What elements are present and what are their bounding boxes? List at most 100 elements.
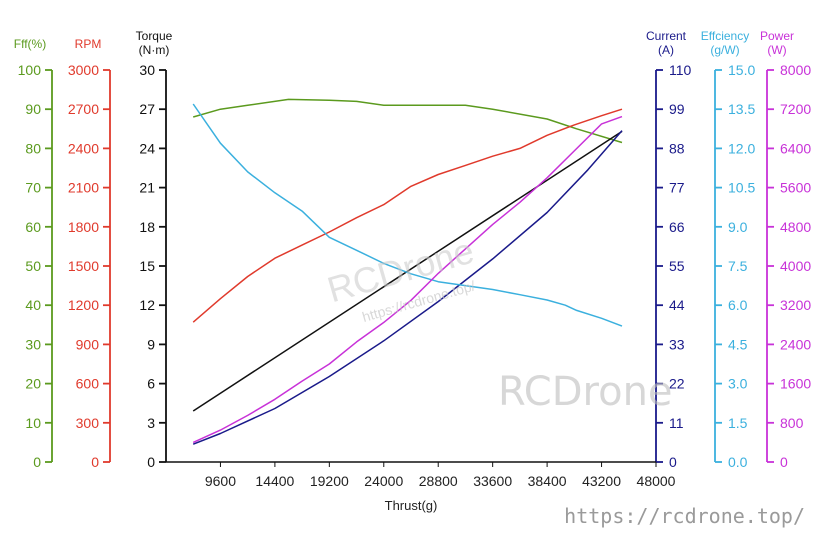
efficiency-tick-label: 12.0 bbox=[728, 140, 755, 156]
torque-tick-label: 24 bbox=[139, 140, 155, 156]
torque-tick-label: 3 bbox=[147, 415, 155, 431]
rpm-tick-label: 2700 bbox=[68, 101, 99, 117]
rpm-tick-label: 900 bbox=[76, 336, 100, 352]
current-tick-label: 77 bbox=[669, 180, 685, 196]
current-tick-label: 44 bbox=[669, 297, 685, 313]
efficiency-tick-label: 4.5 bbox=[728, 336, 748, 352]
eff-tick-label: 90 bbox=[25, 101, 41, 117]
rpm-tick-label: 600 bbox=[76, 376, 100, 392]
efficiency-axis-title-line: (g/W) bbox=[710, 43, 739, 57]
efficiency-tick-label: 13.5 bbox=[728, 101, 755, 117]
eff-tick-label: 60 bbox=[25, 219, 41, 235]
eff-tick-label: 100 bbox=[18, 62, 42, 78]
eff-series-line bbox=[192, 98, 623, 144]
power-tick-label: 1600 bbox=[780, 376, 811, 392]
power-tick-label: 5600 bbox=[780, 180, 811, 196]
axes-layer: 0102030405060708090100Fff(%)030060090012… bbox=[14, 29, 812, 470]
torque-tick-label: 15 bbox=[139, 258, 155, 274]
efficiency-tick-label: 9.0 bbox=[728, 219, 748, 235]
current-series-line bbox=[192, 130, 623, 445]
current-axis-title-line: Current bbox=[646, 29, 687, 43]
eff-tick-label: 50 bbox=[25, 258, 41, 274]
power-tick-label: 8000 bbox=[780, 62, 811, 78]
eff-tick-label: 10 bbox=[25, 415, 41, 431]
rpm-tick-label: 3000 bbox=[68, 62, 99, 78]
power-tick-label: 800 bbox=[780, 415, 804, 431]
power-tick-label: 2400 bbox=[780, 336, 811, 352]
torque-tick-label: 12 bbox=[139, 297, 155, 313]
power-axis-title: Power (W) bbox=[760, 29, 794, 57]
x-tick-label: 38400 bbox=[528, 473, 567, 489]
power-axis-title-line: (W) bbox=[767, 43, 786, 57]
eff-tick-label: 70 bbox=[25, 180, 41, 196]
x-tick-label: 9600 bbox=[205, 473, 236, 489]
efficiency-tick-label: 3.0 bbox=[728, 376, 748, 392]
eff-axis-title-line: Fff(%) bbox=[14, 37, 46, 51]
power-tick-label: 4000 bbox=[780, 258, 811, 274]
x-tick-label: 24000 bbox=[364, 473, 403, 489]
current-axis-title-line: (A) bbox=[658, 43, 674, 57]
current-tick-label: 110 bbox=[669, 62, 692, 78]
torque-series-line bbox=[192, 130, 623, 412]
power-series-line bbox=[192, 115, 623, 444]
rpm-axis-title: RPM bbox=[75, 37, 102, 51]
torque-tick-label: 6 bbox=[147, 376, 155, 392]
torque-tick-label: 30 bbox=[139, 62, 155, 78]
efficiency-axis-title-line: Effciency bbox=[701, 29, 749, 43]
rpm-tick-label: 2400 bbox=[68, 140, 99, 156]
current-axis-title: Current (A) bbox=[646, 29, 687, 57]
power-tick-label: 3200 bbox=[780, 297, 811, 313]
power-tick-label: 7200 bbox=[780, 101, 811, 117]
efficiency-tick-label: 15.0 bbox=[728, 62, 755, 78]
torque-tick-label: 21 bbox=[139, 180, 155, 196]
x-tick-label: 33600 bbox=[473, 473, 512, 489]
current-tick-label: 88 bbox=[669, 140, 685, 156]
eff-tick-label: 0 bbox=[33, 454, 41, 470]
power-tick-label: 4800 bbox=[780, 219, 811, 235]
torque-tick-label: 0 bbox=[147, 454, 155, 470]
eff-tick-label: 30 bbox=[25, 336, 41, 352]
power-tick-label: 6400 bbox=[780, 140, 811, 156]
torque-tick-label: 9 bbox=[147, 336, 155, 352]
efficiency-tick-label: 6.0 bbox=[728, 297, 748, 313]
rpm-tick-label: 1200 bbox=[68, 297, 99, 313]
efficiency-series-line bbox=[192, 103, 623, 327]
eff-tick-label: 80 bbox=[25, 140, 41, 156]
rpm-axis-title-line: RPM bbox=[75, 37, 102, 51]
torque-axis-title: Torque (N·m) bbox=[136, 29, 173, 57]
current-tick-label: 55 bbox=[669, 258, 685, 274]
rpm-series-line bbox=[192, 108, 623, 323]
eff-tick-label: 40 bbox=[25, 297, 41, 313]
x-tick-label: 48000 bbox=[637, 473, 676, 489]
rpm-tick-label: 0 bbox=[91, 454, 99, 470]
efficiency-tick-label: 10.5 bbox=[728, 180, 755, 196]
power-axis-title-line: Power bbox=[760, 29, 794, 43]
current-tick-label: 66 bbox=[669, 219, 685, 235]
efficiency-axis-title: Effciency (g/W) bbox=[701, 29, 749, 57]
x-tick-label: 28800 bbox=[419, 473, 458, 489]
efficiency-tick-label: 0.0 bbox=[728, 454, 748, 470]
x-tick-label: 14400 bbox=[255, 473, 294, 489]
watermark-big: RCDrone bbox=[498, 369, 673, 415]
power-tick-label: 0 bbox=[780, 454, 788, 470]
torque-tick-label: 18 bbox=[139, 219, 155, 235]
efficiency-tick-label: 7.5 bbox=[728, 258, 748, 274]
rpm-tick-label: 1500 bbox=[68, 258, 99, 274]
current-tick-label: 11 bbox=[669, 415, 684, 431]
eff-axis-title: Fff(%) bbox=[14, 37, 46, 51]
current-tick-label: 99 bbox=[669, 101, 685, 117]
current-tick-label: 33 bbox=[669, 336, 685, 352]
torque-axis-title-line: (N·m) bbox=[139, 43, 170, 57]
rpm-tick-label: 1800 bbox=[68, 219, 99, 235]
torque-axis-title-line: Torque bbox=[136, 29, 173, 43]
x-tick-label: 19200 bbox=[310, 473, 349, 489]
x-axis-title: Thrust(g) bbox=[385, 498, 438, 513]
x-tick-label: 43200 bbox=[582, 473, 621, 489]
eff-tick-label: 20 bbox=[25, 376, 41, 392]
series-layer bbox=[192, 98, 623, 445]
current-tick-label: 0 bbox=[669, 454, 677, 470]
torque-tick-label: 27 bbox=[139, 101, 155, 117]
efficiency-tick-label: 1.5 bbox=[728, 415, 748, 431]
current-tick-label: 22 bbox=[669, 376, 685, 392]
rpm-tick-label: 2100 bbox=[68, 180, 99, 196]
